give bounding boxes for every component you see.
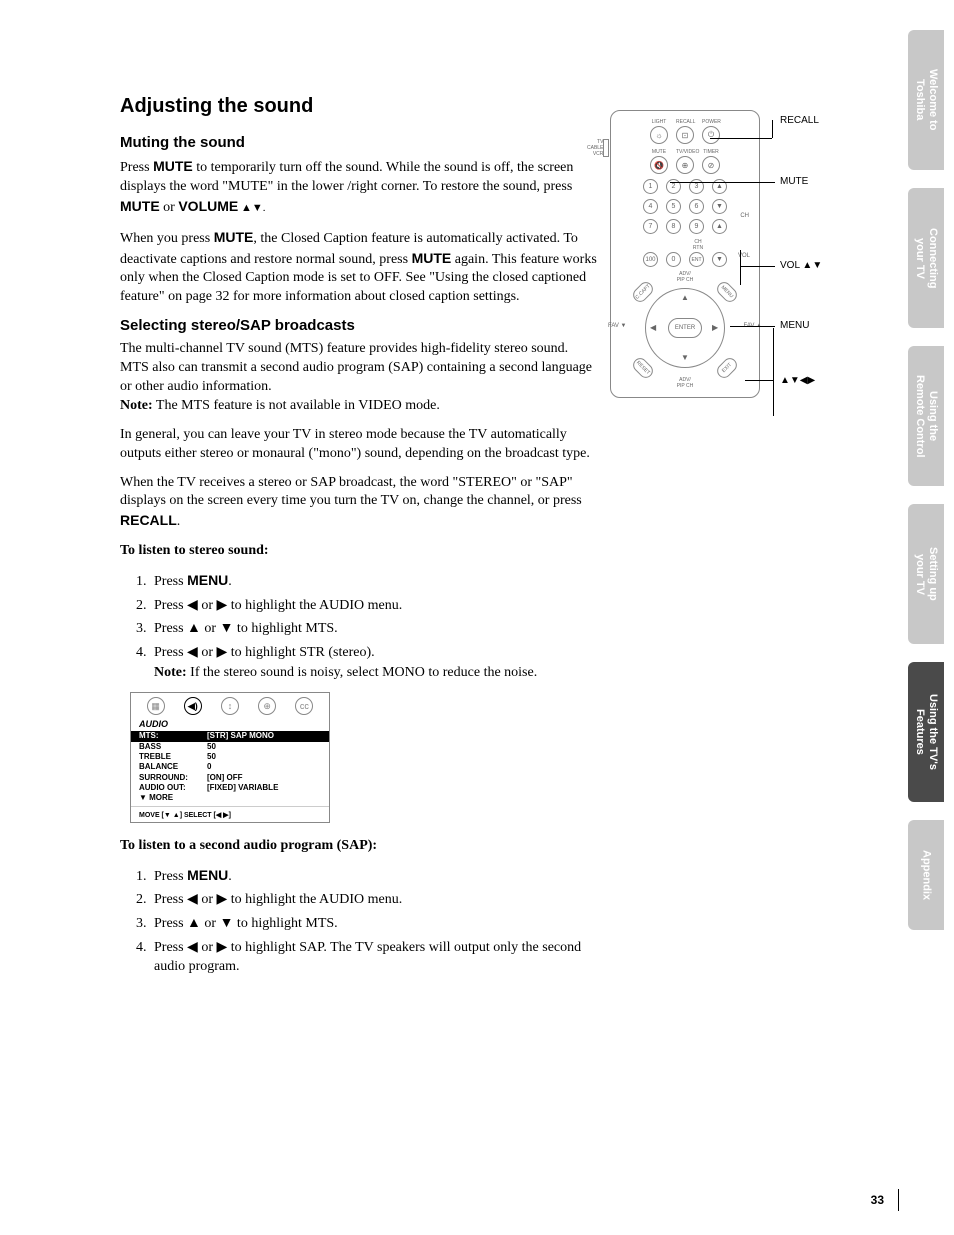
menu-row: ▼ MORE — [131, 793, 329, 803]
page-title: Adjusting the sound — [120, 95, 600, 118]
settings-icon: ↕ — [221, 697, 239, 715]
callout-recall: RECALL — [780, 115, 819, 126]
list-item: Press MENU. — [150, 866, 600, 887]
picture-icon: ▦ — [147, 697, 165, 715]
source-switch-label: TV CABLE VCR — [587, 139, 603, 157]
timer-button[interactable]: ⊘ — [702, 156, 720, 174]
para-mts-3: When the TV receives a stereo or SAP bro… — [120, 474, 600, 533]
callout-vol: VOL ▲▼ — [780, 260, 822, 271]
remote-body: TV CABLE VCR LIGHTRECALLPOWER ☼ ⊡ ⏻ MUTE… — [610, 110, 760, 398]
list-item: Press ▲ or ▼ to highlight MTS. — [150, 619, 600, 639]
menu-row: BALANCE0 — [131, 762, 329, 772]
num-5[interactable]: 5 — [666, 199, 681, 214]
ent-button[interactable]: ENT — [689, 252, 704, 267]
vol-up[interactable]: ▲ — [712, 219, 727, 234]
dpad-right[interactable]: ▶ — [712, 323, 718, 332]
list-item: Press ◀ or ▶ to highlight the AUDIO menu… — [150, 890, 600, 910]
ccapt-button[interactable]: C.CAPT — [630, 279, 655, 304]
source-switch — [603, 139, 609, 157]
page-number: 33 — [871, 1193, 884, 1207]
light-button[interactable]: ☼ — [650, 126, 668, 144]
num-9[interactable]: 9 — [689, 219, 704, 234]
tvvideo-button[interactable]: ⊕ — [676, 156, 694, 174]
side-tab[interactable]: Appendix — [908, 820, 944, 930]
num-8[interactable]: 8 — [666, 219, 681, 234]
top-labels: LIGHTRECALLPOWER — [617, 119, 753, 125]
row2-labels: MUTETV/VIDEOTIMER — [617, 149, 753, 155]
menu-footer: MOVE [▼ ▲] SELECT [◀ ▶] — [131, 806, 329, 822]
num-0[interactable]: 0 — [666, 252, 681, 267]
side-tab[interactable]: Setting up your TV — [908, 504, 944, 644]
section-stereo: Selecting stereo/SAP broadcasts — [120, 317, 600, 334]
para-mute-1: Press MUTE to temporarily turn off the s… — [120, 157, 600, 218]
power-button[interactable]: ⏻ — [702, 126, 720, 144]
para-mts-2: In general, you can leave your TV in ste… — [120, 426, 600, 464]
num-1[interactable]: 1 — [643, 179, 658, 194]
num-7[interactable]: 7 — [643, 219, 658, 234]
callout-menu: MENU — [780, 320, 809, 331]
remote-diagram: TV CABLE VCR LIGHTRECALLPOWER ☼ ⊡ ⏻ MUTE… — [610, 110, 850, 398]
stereo-steps-title: To listen to stereo sound: — [120, 542, 600, 561]
mute-button[interactable]: 🔇 — [650, 156, 668, 174]
dpad: ADV/ PIP CH ENTER ▲ ▼ ◀ ▶ C.CAPT MENU RE… — [630, 273, 740, 383]
ch-down[interactable]: ▼ — [712, 199, 727, 214]
para-mute-2: When you press MUTE, the Closed Caption … — [120, 228, 600, 308]
menu-row: TREBLE50 — [131, 752, 329, 762]
list-item: Press ◀ or ▶ to highlight STR (stereo). … — [150, 643, 600, 682]
menu-row: AUDIO OUT:[FIXED] VARIABLE — [131, 783, 329, 793]
timer-icon: ⊕ — [258, 697, 276, 715]
menu-button[interactable]: MENU — [714, 279, 739, 304]
audio-icon: ◀) — [184, 697, 202, 715]
side-tabs: Welcome to Toshiba Connecting your TV Usin… — [908, 30, 944, 948]
menu-row: BASS50 — [131, 742, 329, 752]
audio-menu-screenshot: ▦ ◀) ↕ ⊕ cc AUDIO MTS:[STR] SAP MONOBASS… — [130, 692, 330, 823]
dpad-up[interactable]: ▲ — [681, 293, 689, 302]
side-tab[interactable]: Welcome to Toshiba — [908, 30, 944, 170]
menu-row: MTS:[STR] SAP MONO — [131, 731, 329, 741]
vol-down[interactable]: ▼ — [712, 252, 727, 267]
stereo-steps: Press MENU. Press ◀ or ▶ to highlight th… — [150, 571, 600, 682]
list-item: Press ▲ or ▼ to highlight MTS. — [150, 914, 600, 934]
para-mts-1: The multi-channel TV sound (MTS) feature… — [120, 340, 600, 416]
side-tab[interactable]: Connecting your TV — [908, 188, 944, 328]
recall-button[interactable]: ⊡ — [676, 126, 694, 144]
num-4[interactable]: 4 — [643, 199, 658, 214]
dpad-left[interactable]: ◀ — [650, 323, 656, 332]
callout-mute: MUTE — [780, 176, 808, 187]
menu-title: AUDIO — [131, 717, 329, 731]
menu-tab-icons: ▦ ◀) ↕ ⊕ cc — [131, 693, 329, 717]
enter-button[interactable]: ENTER — [668, 318, 702, 338]
callout-arrows: ▲▼◀▶ — [780, 375, 815, 386]
dpad-down[interactable]: ▼ — [681, 353, 689, 362]
section-muting: Muting the sound — [120, 134, 600, 151]
side-tab[interactable]: Using the Remote Control — [908, 346, 944, 486]
sap-steps: Press MENU. Press ◀ or ▶ to highlight th… — [150, 866, 600, 977]
side-tab[interactable]: Using the TV's Features — [908, 662, 944, 802]
num-100[interactable]: 100 — [643, 252, 658, 267]
menu-row: SURROUND:[ON] OFF — [131, 773, 329, 783]
list-item: Press ◀ or ▶ to highlight the AUDIO menu… — [150, 596, 600, 616]
main-content: Adjusting the sound Muting the sound Pre… — [120, 95, 600, 987]
list-item: Press MENU. — [150, 571, 600, 592]
list-item: Press ◀ or ▶ to highlight SAP. The TV sp… — [150, 938, 600, 977]
num-6[interactable]: 6 — [689, 199, 704, 214]
sap-steps-title: To listen to a second audio program (SAP… — [120, 837, 600, 856]
cc-icon: cc — [295, 697, 313, 715]
